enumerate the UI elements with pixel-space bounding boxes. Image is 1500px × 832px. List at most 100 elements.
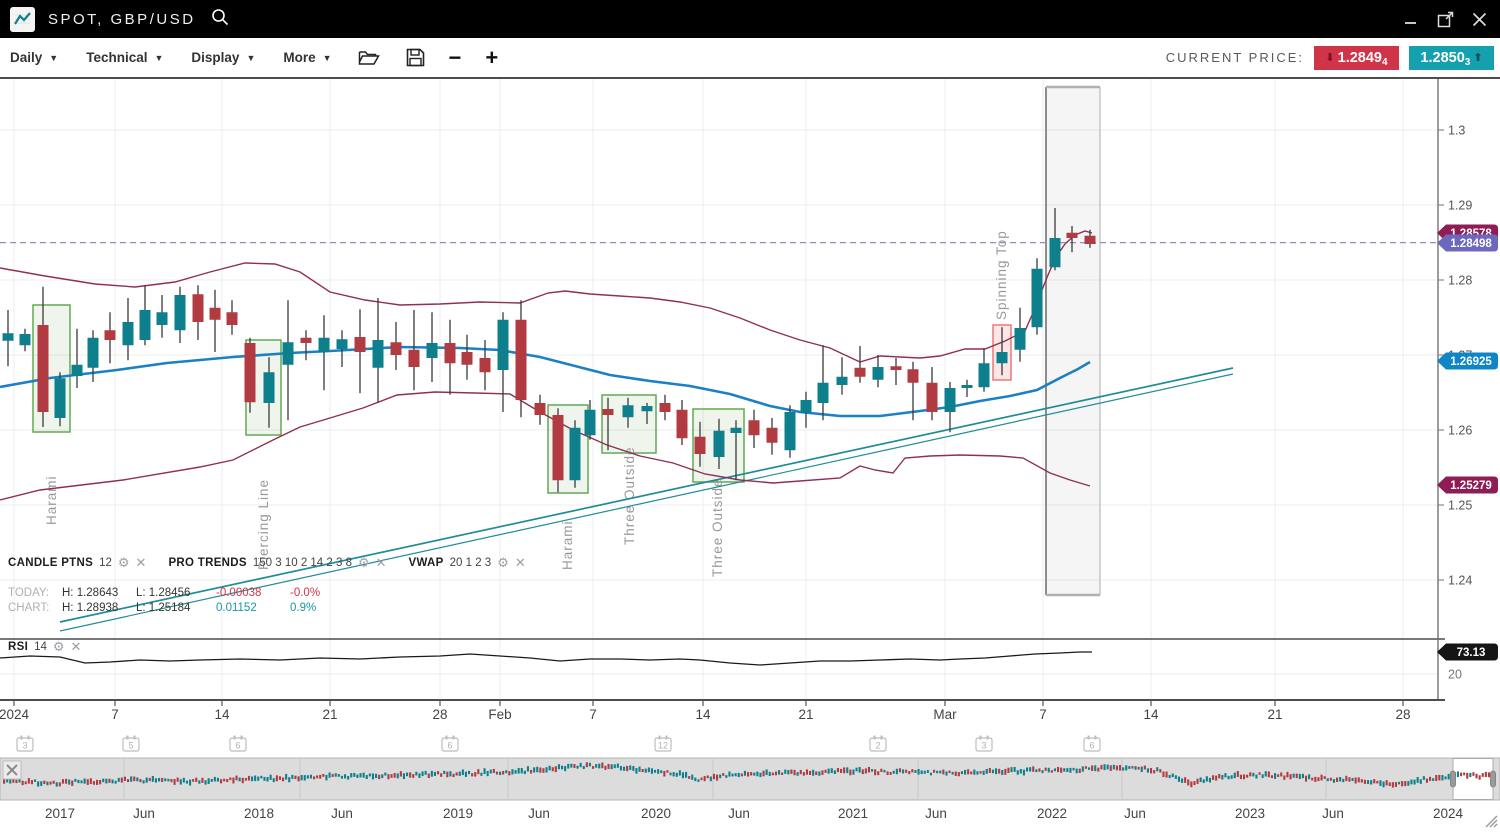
calendar-ring <box>658 735 661 740</box>
calendar-icon[interactable] <box>441 737 459 752</box>
popout-window-button[interactable] <box>1436 10 1454 28</box>
save-icon[interactable] <box>406 48 425 67</box>
remove-indicator-icon[interactable]: ✕ <box>514 555 526 570</box>
zoom-selection-region[interactable] <box>1046 87 1100 595</box>
candle-body <box>748 420 760 436</box>
stats-label: TODAY: <box>8 587 50 599</box>
navigator-candle <box>722 773 725 776</box>
navigator-candle <box>1038 768 1041 772</box>
candle-body <box>263 372 275 403</box>
calendar-icon[interactable] <box>16 737 34 752</box>
navigator-candle <box>1323 776 1326 779</box>
navigator-candle <box>923 770 926 774</box>
navigator-candle <box>74 778 77 782</box>
navigator-candle <box>967 769 970 775</box>
calendar-ring <box>880 735 883 740</box>
navigator-candle <box>34 779 37 782</box>
navigator-candle <box>1351 777 1354 782</box>
navigator-candle <box>1013 766 1016 772</box>
navigator-candle <box>433 771 436 777</box>
navigator-candle <box>83 778 86 784</box>
navigator-handle[interactable] <box>1450 770 1456 788</box>
zoom-in-button[interactable]: + <box>485 44 499 70</box>
navigator-handle[interactable] <box>1490 770 1496 788</box>
remove-indicator-icon[interactable]: ✕ <box>70 639 82 654</box>
menu-more[interactable]: More ▼ <box>283 50 332 65</box>
navigator-candle <box>1230 775 1233 779</box>
navigator-candle <box>533 767 536 773</box>
pattern-label: Three Outside <box>622 446 637 545</box>
navigator-candle <box>660 770 663 774</box>
navigator-candle <box>362 772 365 778</box>
navigator-candle <box>1289 774 1292 780</box>
navigator-candle <box>926 770 929 773</box>
gear-icon[interactable]: ⚙ <box>497 555 509 570</box>
navigator-candle <box>619 766 622 771</box>
navigator-candle <box>1345 775 1348 782</box>
indicator-params: 150 3 10 2 14 2 3 8 <box>252 557 352 569</box>
calendar-icon[interactable] <box>1083 737 1101 752</box>
pattern-label: Piercing Line <box>256 479 271 570</box>
minimize-button[interactable] <box>1402 10 1420 28</box>
navigator-candle <box>464 771 467 777</box>
remove-indicator-icon[interactable]: ✕ <box>375 555 387 570</box>
remove-indicator-icon[interactable]: ✕ <box>135 555 147 570</box>
navigator-candle <box>430 770 433 777</box>
calendar-ring <box>452 735 455 740</box>
chart-canvas[interactable]: Harami Piercing Line Harami Three Outside Th… <box>0 79 1500 832</box>
gear-icon[interactable]: ⚙ <box>357 555 370 570</box>
menu-daily[interactable]: Daily ▼ <box>10 50 59 65</box>
menu-display[interactable]: Display ▼ <box>191 50 256 65</box>
navigator-candle <box>985 768 988 774</box>
navigator-candle <box>223 778 226 782</box>
calendar-icon[interactable] <box>869 737 887 752</box>
calendar-icon[interactable] <box>975 737 993 752</box>
calendar-icon[interactable] <box>229 737 247 752</box>
close-button[interactable] <box>1470 10 1488 28</box>
navigator-candle <box>285 773 288 780</box>
navigator-candle <box>173 778 176 785</box>
candle-body <box>784 412 796 451</box>
candle-body <box>226 312 238 325</box>
candle-body <box>534 403 546 415</box>
navigator-candle <box>886 771 889 776</box>
navigator-candle <box>1193 781 1196 786</box>
navigator-candle <box>300 775 303 781</box>
time-axis-label: 28 <box>432 707 447 722</box>
search-icon[interactable] <box>210 7 230 32</box>
navigator-candle <box>880 768 883 772</box>
candle-body <box>174 295 186 331</box>
navigator-candle <box>988 767 991 773</box>
calendar-icon[interactable] <box>654 737 672 752</box>
navigator-candle <box>1066 768 1069 773</box>
open-folder-icon[interactable] <box>358 49 380 67</box>
navigator-candle <box>774 771 777 776</box>
navigator-candle <box>1419 779 1422 784</box>
navigator-candle <box>601 762 604 769</box>
candle-body <box>372 340 384 368</box>
navigator-candle <box>898 768 901 773</box>
navigator-candle <box>1078 768 1081 773</box>
navigator-viewport[interactable] <box>1452 758 1494 800</box>
gear-icon[interactable]: ⚙ <box>117 555 130 570</box>
navigator-candle <box>1208 777 1211 783</box>
navigator-candle <box>939 770 942 774</box>
candle-body <box>996 352 1008 364</box>
gear-icon[interactable]: ⚙ <box>52 639 65 654</box>
zoom-out-button[interactable]: − <box>448 44 462 70</box>
navigator-candle <box>288 777 291 783</box>
menu-technical[interactable]: Technical ▼ <box>86 50 164 65</box>
navigator-candle <box>1218 773 1221 779</box>
navigator-candle <box>1463 772 1466 776</box>
navigator-candle <box>1128 766 1131 769</box>
navigator-candle <box>77 779 80 784</box>
resize-grip[interactable] <box>1485 815 1498 828</box>
navigator-candle <box>688 776 691 779</box>
navigator-candle <box>18 778 21 783</box>
navigator-candle <box>759 772 762 778</box>
navigator-candle <box>1094 765 1097 772</box>
navigator-candle <box>582 765 585 770</box>
calendar-icon[interactable] <box>122 737 140 752</box>
candle-body <box>19 334 31 346</box>
